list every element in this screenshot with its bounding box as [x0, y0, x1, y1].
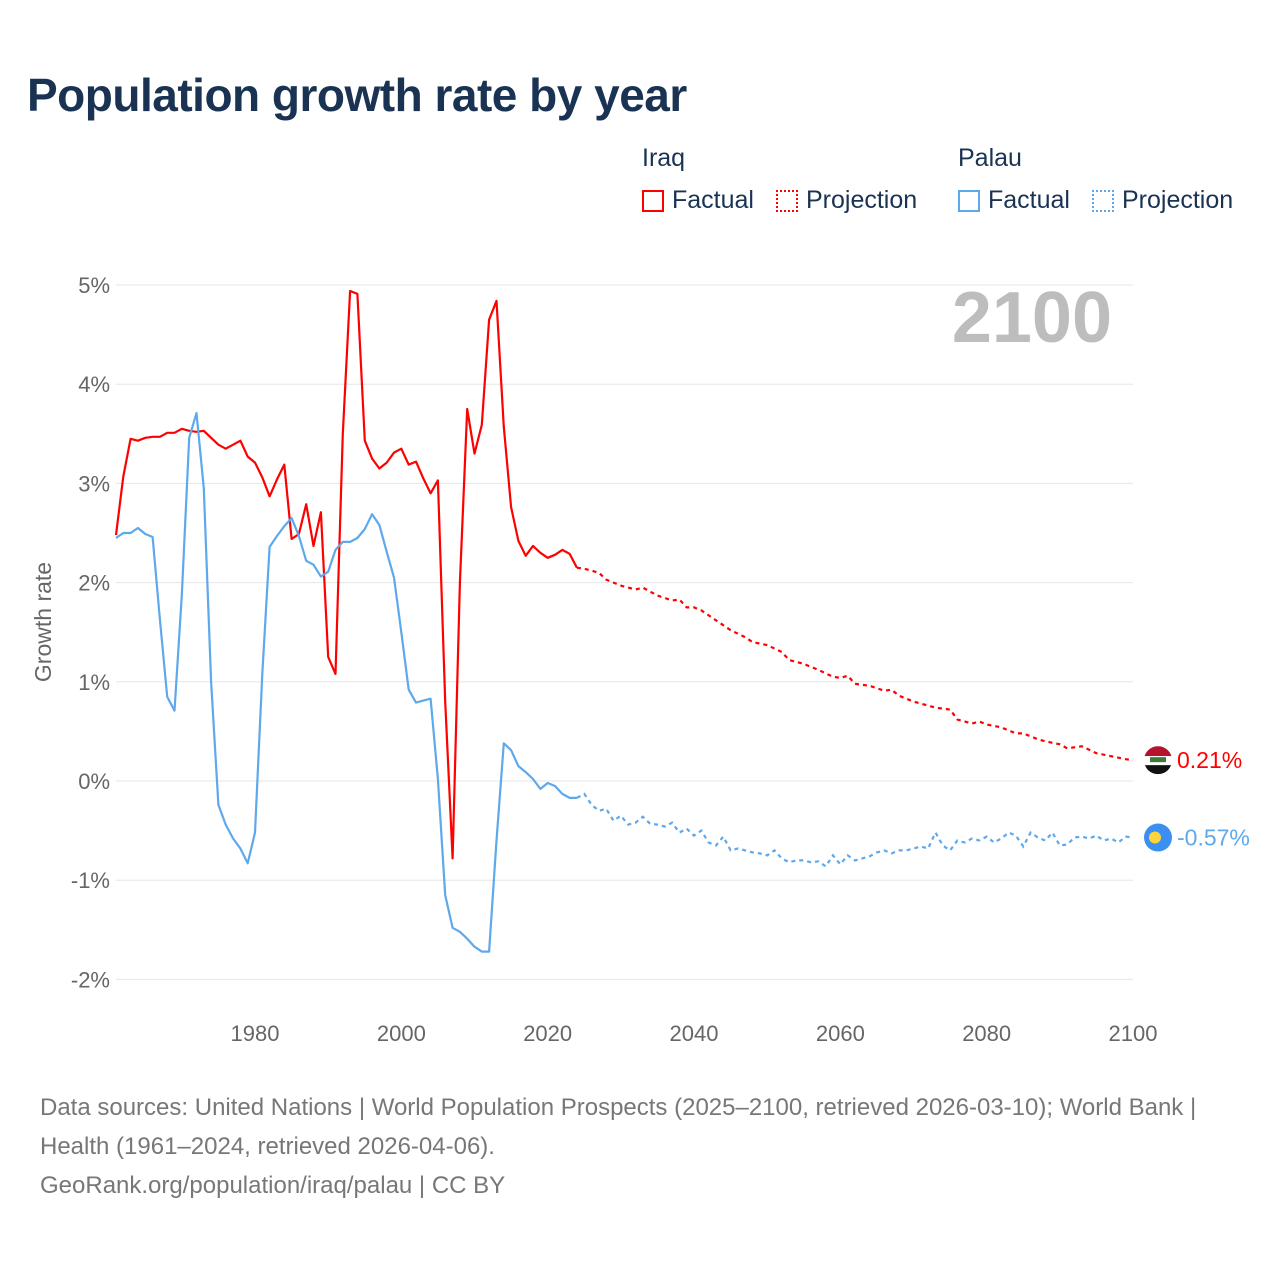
legend-swatch-solid-icon — [642, 189, 664, 212]
y-tick-label: 2% — [78, 571, 110, 596]
iraq-flag-icon — [1144, 746, 1172, 775]
palau-flag-icon — [1144, 823, 1172, 852]
legend-label: Projection — [806, 186, 918, 214]
legend-group-iraq: Iraq — [642, 144, 686, 172]
legend-group-palau: Palau — [958, 144, 1022, 172]
palau-end-label: -0.57% — [1177, 825, 1250, 851]
legend-palau-factual[interactable]: Factual — [958, 186, 1070, 215]
y-tick-label: 4% — [78, 372, 110, 397]
credit-link[interactable]: GeoRank.org/population/iraq/palau | CC B… — [40, 1172, 506, 1199]
palau-factual-line — [115, 411, 577, 953]
legend-palau-projection[interactable]: Projection — [1092, 186, 1233, 215]
x-tick-label: 1980 — [231, 1021, 280, 1046]
y-tick-label: 1% — [78, 670, 110, 695]
x-tick-label: 2080 — [962, 1021, 1011, 1046]
legend-swatch-dotted-icon — [1092, 189, 1114, 212]
y-tick-label: -1% — [71, 868, 110, 893]
legend-iraq-projection[interactable]: Projection — [776, 186, 917, 215]
footer: Data sources: United Nations | World Pop… — [40, 1088, 1240, 1205]
x-tick-label: 2040 — [670, 1021, 719, 1046]
y-tick-label: 0% — [78, 769, 110, 794]
legend-swatch-dotted-icon — [776, 189, 798, 212]
x-tick-label: 2100 — [1109, 1021, 1158, 1046]
legend-swatch-solid-icon — [958, 189, 980, 212]
data-sources: Data sources: United Nations | World Pop… — [40, 1094, 1197, 1160]
y-tick-label: -2% — [71, 967, 110, 992]
legend-label: Projection — [1122, 186, 1234, 214]
line-chart: 5% 4% 3% 2% 1% 0% -1% -2% 1980 2000 2020 2040 2060 20… — [30, 273, 1250, 1046]
x-tick-label: 2020 — [523, 1021, 572, 1046]
x-tick-label: 2060 — [816, 1021, 865, 1046]
x-tick-label: 2000 — [377, 1021, 426, 1046]
iraq-end-label: 0.21% — [1177, 747, 1242, 773]
y-tick-label: 5% — [78, 273, 110, 298]
legend-label: Factual — [988, 186, 1070, 214]
iraq-factual-line — [114, 289, 578, 860]
iraq-projection-line — [576, 566, 1134, 762]
y-axis-label: Growth rate — [30, 562, 56, 682]
palau-projection-line — [576, 792, 1134, 868]
legend-label: Factual — [672, 186, 754, 214]
legend-iraq-factual[interactable]: Factual — [642, 186, 754, 215]
year-watermark: 2100 — [952, 278, 1112, 358]
chart-title: Population growth rate by year — [27, 69, 687, 121]
y-tick-label: 3% — [78, 471, 110, 496]
